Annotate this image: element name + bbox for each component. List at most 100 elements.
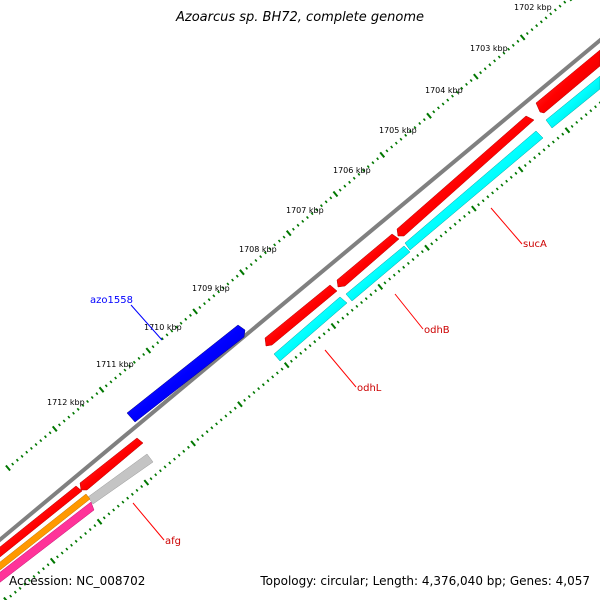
ruler-tick — [517, 166, 524, 173]
ruler-dot — [535, 24, 539, 28]
ruler-dot — [481, 199, 485, 203]
gene-feature-cyan[interactable] — [273, 296, 348, 362]
gene-feature-gray[interactable] — [87, 453, 154, 505]
gene-label-azo1558[interactable]: azo1558 — [90, 295, 133, 306]
ruler-dot — [324, 200, 328, 204]
ruler-dot — [516, 39, 520, 43]
ruler-dot — [151, 345, 155, 349]
gene-afg[interactable] — [79, 437, 144, 491]
gene-feature-magenta[interactable] — [0, 501, 95, 590]
ruler-dot — [277, 239, 281, 243]
gene-feature-orange[interactable] — [0, 493, 91, 578]
ruler-dot — [25, 450, 29, 454]
ruler-dot — [163, 465, 167, 469]
ruler-dot — [65, 547, 69, 551]
gene-label-odhB[interactable]: odhB — [424, 325, 450, 336]
ruler-dot — [212, 294, 216, 298]
ruler-dot — [282, 235, 286, 239]
ruler-dot — [43, 435, 47, 439]
ruler-dot — [505, 179, 509, 183]
ruler-dot — [291, 227, 295, 231]
ruler-dot — [229, 410, 233, 414]
ruler-tick — [473, 73, 479, 80]
ruler-dot — [497, 55, 501, 59]
ruler-dot — [15, 458, 19, 462]
ruler-dot — [112, 508, 116, 512]
ruler-dot — [268, 247, 272, 251]
ruler-tick — [519, 34, 526, 41]
ruler-dot — [575, 120, 579, 124]
ruler-dot — [217, 290, 221, 294]
gene-label-afg[interactable]: afg — [165, 536, 181, 547]
ruler-dot — [563, 0, 567, 4]
ruler-dot — [322, 332, 326, 336]
gene-feature-cyan[interactable] — [345, 245, 411, 302]
ruler-ticks — [3, 0, 573, 600]
ruler-dot — [458, 218, 462, 222]
gene-callouts — [130, 207, 523, 541]
ruler-dot — [416, 254, 420, 257]
ruler-dot — [319, 204, 323, 208]
ruler-dot — [198, 305, 202, 310]
ruler-dot — [313, 340, 317, 344]
ruler-dot — [196, 437, 200, 442]
gene-odhL[interactable] — [264, 284, 338, 347]
ruler-dot — [579, 116, 583, 121]
ruler-dot — [11, 462, 15, 466]
ruler-dot — [174, 325, 178, 329]
ruler-dot — [188, 313, 192, 317]
ruler-dot — [338, 188, 342, 192]
ruler-dot — [558, 4, 562, 8]
gene-label-sucA[interactable]: sucA — [523, 239, 547, 250]
ruler-dot — [252, 390, 256, 395]
accession-text: Accession: NC_008702 — [9, 574, 146, 588]
ruler-dot — [441, 102, 445, 106]
gene-feature-cyan[interactable] — [545, 75, 600, 129]
ruler-dot — [450, 94, 454, 98]
ruler-dot — [221, 286, 225, 290]
gene-azo1558[interactable] — [126, 324, 246, 423]
ruler-tick — [283, 362, 290, 369]
ruler-dot — [109, 380, 113, 384]
gene-sucA[interactable] — [396, 115, 535, 237]
ruler-dot — [402, 265, 406, 269]
ruler-tick — [285, 230, 292, 237]
ruler-tick — [143, 479, 150, 486]
ruler-dot — [46, 563, 50, 567]
ruler-label: 1709 kbp — [192, 284, 230, 293]
ruler-dot — [118, 372, 122, 376]
callout-line-afg — [132, 502, 165, 541]
gene-feature-red[interactable] — [535, 49, 600, 114]
ruler-dot — [102, 516, 106, 520]
ruler-dot — [336, 320, 340, 324]
ruler-dot — [305, 215, 309, 220]
ruler-dot — [233, 406, 237, 410]
gene-feature-red[interactable] — [0, 485, 83, 565]
callout-line-odhB — [394, 293, 424, 330]
ruler-dot — [156, 341, 160, 345]
ruler-dot — [29, 446, 33, 450]
ruler-dot — [511, 43, 515, 47]
ruler-dot — [259, 255, 263, 259]
gene-feature-cyan[interactable] — [404, 130, 544, 251]
ruler-dot — [549, 12, 553, 16]
callout-line-sucA — [490, 207, 523, 245]
ruler-dot — [275, 371, 279, 375]
ruler-dot — [37, 571, 41, 575]
ruler-dot — [348, 180, 352, 184]
ruler-dot — [397, 269, 401, 273]
ruler-dot — [182, 449, 186, 453]
ruler-dot — [390, 145, 394, 149]
ruler-dot — [67, 415, 71, 419]
ruler-dot — [491, 191, 495, 195]
ruler-dot — [48, 431, 52, 435]
ruler-dot — [104, 384, 108, 388]
map-title: Azoarcus sp. BH72, complete genome — [175, 10, 425, 25]
ruler-dot — [95, 392, 99, 396]
gene-label-odhL[interactable]: odhL — [357, 383, 382, 394]
ruler-dot — [315, 208, 319, 212]
ruler-tick — [237, 401, 243, 408]
ruler-dot — [432, 110, 436, 114]
gene-odhB[interactable] — [336, 233, 400, 288]
